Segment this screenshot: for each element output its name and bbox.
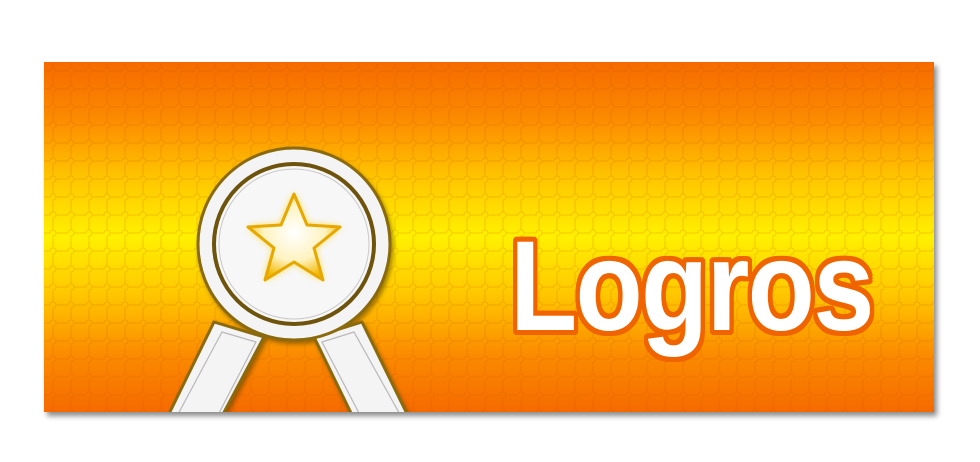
achievements-banner-button[interactable]: Logros	[44, 62, 934, 412]
achievements-title: Logros	[510, 215, 874, 358]
puzzle-texture-pattern	[44, 62, 934, 412]
award-ribbon-star-icon	[168, 146, 408, 412]
